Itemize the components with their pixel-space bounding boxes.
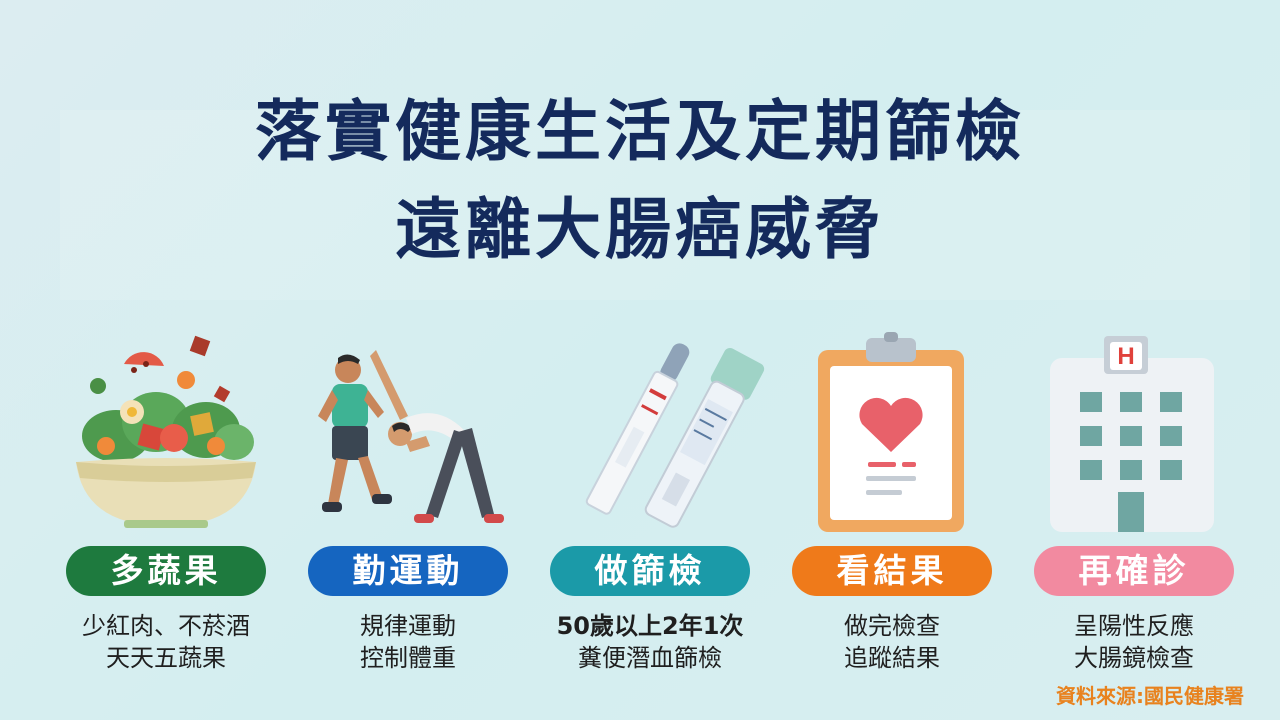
step-desc-diagnosis-2: 大腸鏡檢查 <box>1074 644 1194 672</box>
svg-text:H: H <box>1117 343 1134 370</box>
step-desc-results-1: 做完檢查 <box>844 612 940 640</box>
stool-test-kit-icon <box>585 343 765 528</box>
exercise-people-icon <box>318 350 504 523</box>
step-label-vegetables: 多蔬果 <box>66 546 266 596</box>
step-desc-diagnosis-1: 呈陽性反應 <box>1074 612 1194 640</box>
step-card-exercise: 勤運動 規律運動 控制體重 <box>288 330 528 710</box>
hospital-icon: H <box>1050 336 1214 532</box>
step-desc-exercise-1: 規律運動 <box>360 612 456 640</box>
step-label-results: 看結果 <box>792 546 992 596</box>
step-desc-vegetables-2: 天天五蔬果 <box>106 644 226 672</box>
step-desc-screening-2: 糞便潛血篩檢 <box>578 644 722 672</box>
step-card-results: 看結果 做完檢查 追蹤結果 <box>772 330 1012 710</box>
step-desc-results-2: 追蹤結果 <box>844 644 940 672</box>
source-credit: 資料來源:國民健康署 <box>1056 684 1244 708</box>
title-backdrop <box>60 110 1250 300</box>
step-card-diagnosis: H 再確診 呈陽性反應 大腸鏡檢查 <box>1014 330 1254 710</box>
step-desc-vegetables-1: 少紅肉、不菸酒 <box>82 612 250 640</box>
step-label-diagnosis: 再確診 <box>1034 546 1234 596</box>
salad-bowl-icon <box>76 335 256 528</box>
step-desc-screening-1: 50歲以上2年1次 <box>556 612 744 640</box>
step-label-screening: 做篩檢 <box>550 546 750 596</box>
headline-line-2: 遠離大腸癌威脅 <box>395 191 885 268</box>
step-card-screening: 做篩檢 50歲以上2年1次 糞便潛血篩檢 <box>530 330 770 710</box>
clipboard-heart-icon <box>818 332 964 532</box>
step-card-vegetables: 多蔬果 少紅肉、不菸酒 天天五蔬果 <box>46 330 286 710</box>
step-label-exercise: 勤運動 <box>308 546 508 596</box>
headline-line-1: 落實健康生活及定期篩檢 <box>255 93 1025 170</box>
step-desc-exercise-2: 控制體重 <box>360 644 456 672</box>
